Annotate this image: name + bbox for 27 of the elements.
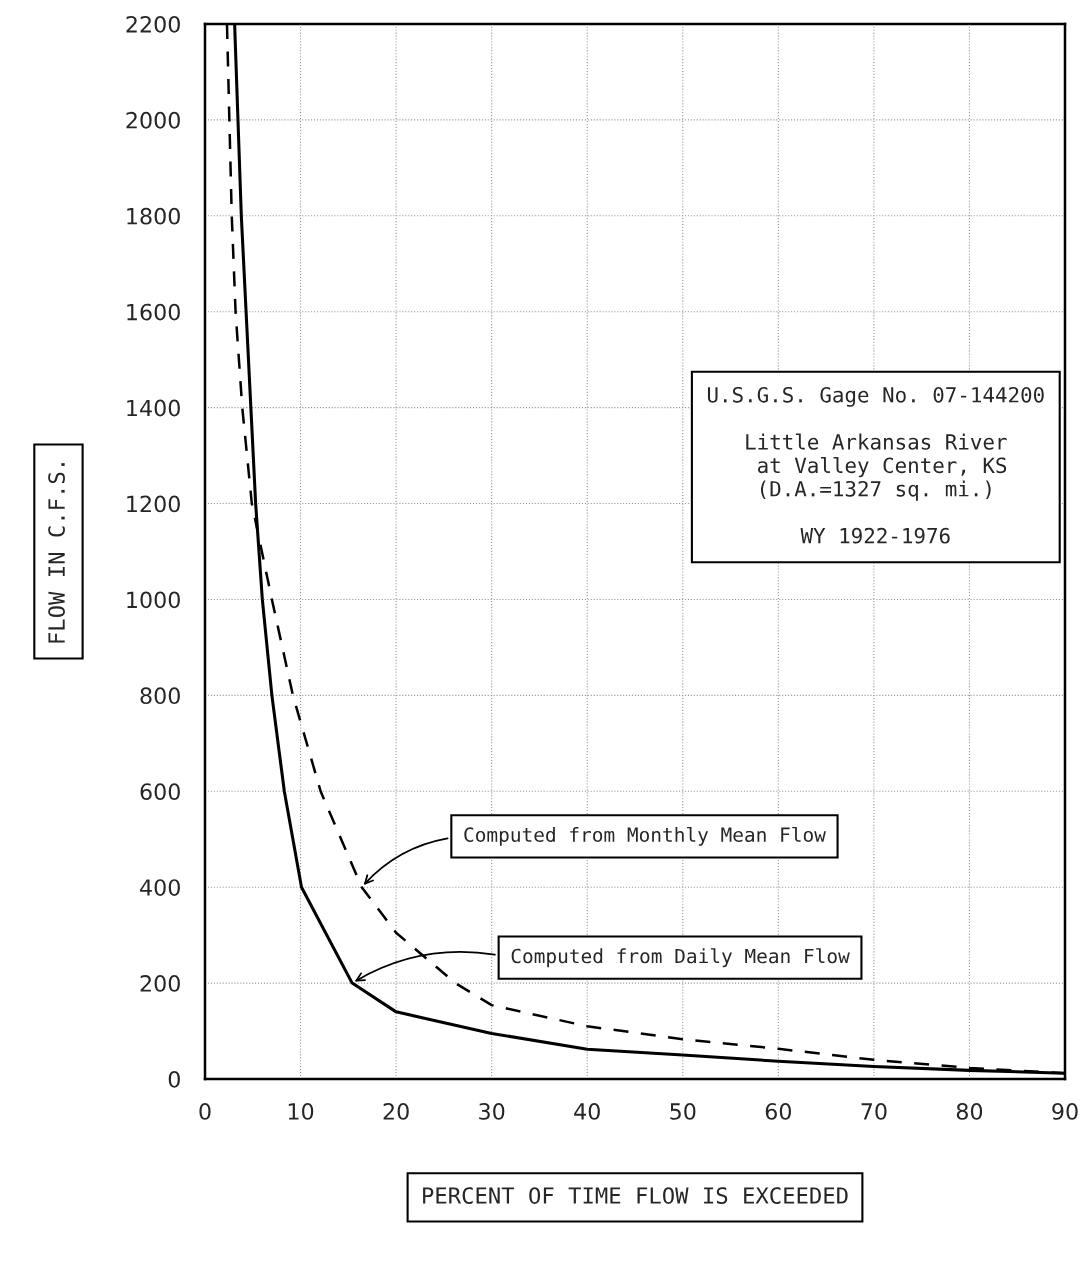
y-tick-label: 1400 [127, 399, 180, 417]
y-tick-label: 2000 [126, 111, 180, 129]
x-tick-label: 20 [383, 1103, 409, 1120]
y-tick-label: 400 [140, 879, 180, 896]
x-tick-label: 70 [861, 1103, 887, 1120]
x-tick-label: 10 [288, 1103, 314, 1120]
x-tick-label: 30 [479, 1103, 505, 1120]
y-tick-label: 1200 [127, 495, 180, 513]
y-tick-label: 200 [140, 975, 180, 992]
y-tick-label: 2200 [126, 15, 180, 33]
x-tick-label: 50 [670, 1103, 696, 1120]
text: Computed from Monthly Mean Flow [464, 826, 826, 846]
y-tick-label: 1600 [127, 303, 180, 321]
y-tick-label: 0 [168, 1070, 180, 1088]
y-tick-label: 1800 [127, 207, 180, 225]
x-axis-title: PERCENT OF TIME FLOW IS EXCEEDED [423, 1187, 848, 1204]
y-axis-title: FLOW IN C.F.S. [48, 463, 65, 643]
text: Computed from Daily Mean Flow [511, 948, 850, 968]
x-tick-label: 60 [765, 1103, 791, 1120]
text: U.S.G.S. Gage No. 07-144200 Little Arkansas River at Valley Center, KS (D.A.=1327 sq. mi.) WY 1922-1976 [707, 386, 1044, 544]
x-tick-label: 40 [574, 1103, 600, 1120]
x-tick-label: 90 [1052, 1103, 1078, 1120]
x-tick-label: 0 [199, 1103, 211, 1120]
y-tick-label: 800 [140, 687, 180, 705]
y-tick-label: 1000 [127, 591, 180, 609]
x-tick-label: 80 [956, 1103, 983, 1120]
y-tick-label: 600 [140, 783, 180, 801]
